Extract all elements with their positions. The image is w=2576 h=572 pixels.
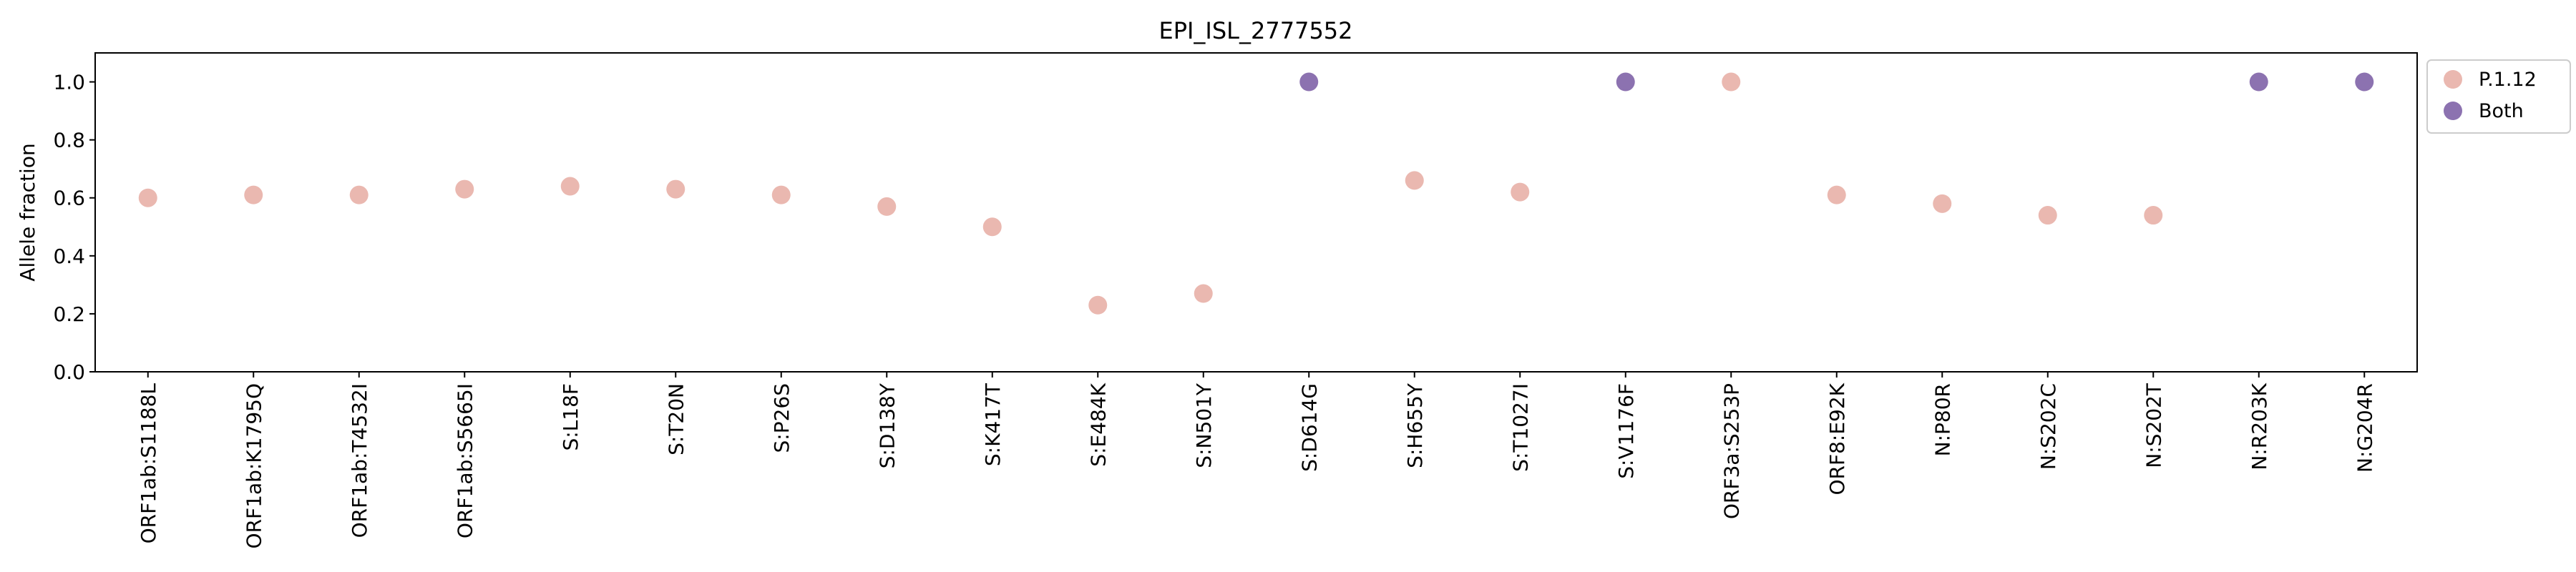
data-point	[771, 185, 791, 204]
x-axis: ORF1ab:S1188L ORF1ab:K1795Q ORF1ab:T4532I O…	[137, 372, 2376, 548]
x-tick-label: S:V1176F	[1614, 383, 1638, 479]
x-tick-label: ORF1ab:K1795Q	[242, 383, 265, 548]
data-point	[982, 217, 1002, 237]
y-axis: 0.0 0.2 0.4 0.6 0.8 1.0	[53, 71, 95, 384]
y-tick-label: 0.2	[53, 302, 85, 326]
data-point	[1722, 72, 1741, 92]
x-tick-label: ORF1ab:T4532I	[348, 383, 371, 538]
x-tick-label: ORF8:E92K	[1825, 383, 1849, 495]
data-point	[1299, 72, 1319, 92]
x-tick-label: S:E484K	[1086, 383, 1110, 466]
plot-frame	[94, 52, 2418, 373]
data-point	[138, 188, 157, 207]
x-tick-label: ORF3a:S253P	[1719, 383, 1743, 519]
data-point	[2355, 72, 2374, 92]
legend-box	[2426, 59, 2571, 134]
data-point	[1827, 185, 1846, 204]
data-point	[455, 179, 474, 199]
chart-title: EPI_ISL_2777552	[1158, 17, 1352, 44]
x-tick-label: S:T20N	[664, 383, 688, 455]
x-tick-label: N:R203K	[2248, 383, 2271, 470]
data-point	[1405, 171, 1424, 190]
y-tick-label: 0.8	[53, 129, 85, 152]
data-point	[2038, 206, 2057, 225]
data-point	[877, 197, 897, 216]
data-point	[349, 185, 369, 204]
legend-label: P.1.12	[2479, 69, 2537, 91]
y-tick-label: 0.6	[53, 187, 85, 210]
y-tick-label: 1.0	[53, 71, 85, 94]
x-tick-label: S:K417T	[981, 383, 1005, 466]
x-tick-label: S:D614G	[1297, 383, 1321, 472]
x-tick-label: S:N501Y	[1192, 383, 1216, 468]
legend-marker	[2444, 70, 2462, 89]
data-point	[244, 185, 263, 204]
y-tick-label: 0.4	[53, 245, 85, 268]
data-point	[560, 177, 580, 196]
data-point	[1088, 295, 1108, 315]
legend-marker	[2444, 102, 2462, 120]
data-point	[2249, 72, 2268, 92]
y-tick-label: 0.0	[53, 360, 85, 384]
data-point	[1511, 182, 1530, 202]
legend-label: Both	[2479, 100, 2524, 122]
x-tick-label: S:P26S	[770, 383, 794, 453]
y-axis-label: Allele fraction	[16, 143, 39, 281]
x-tick-label: N:S202C	[2036, 383, 2060, 470]
x-tick-label: N:P80R	[1931, 383, 1954, 456]
x-tick-label: N:G204R	[2353, 383, 2376, 473]
x-tick-label: S:H655Y	[1403, 383, 1427, 468]
data-points	[138, 72, 2374, 315]
x-tick-label: ORF1ab:S5665I	[453, 383, 477, 538]
data-point	[666, 179, 686, 199]
data-point	[1194, 284, 1213, 303]
x-tick-label: S:D138Y	[875, 383, 899, 468]
x-tick-label: ORF1ab:S1188L	[137, 383, 160, 544]
data-point	[1616, 72, 1635, 92]
x-tick-label: S:T1027I	[1508, 383, 1532, 472]
legend: P.1.12 Both	[2426, 59, 2571, 134]
x-tick-label: S:L18F	[559, 383, 582, 451]
data-point	[1933, 194, 1952, 213]
x-tick-label: N:S202T	[2142, 383, 2165, 468]
data-point	[2144, 206, 2163, 225]
